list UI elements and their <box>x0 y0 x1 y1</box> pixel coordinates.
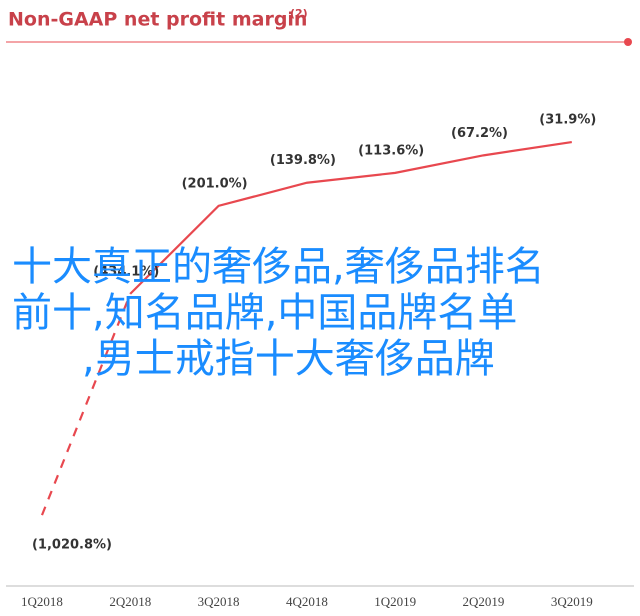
chart-title: Non-GAAP net profit margin <box>8 9 307 31</box>
x-tick-label: 3Q2018 <box>198 594 240 609</box>
data-label: (1,020.8%) <box>32 538 112 553</box>
data-label: (139.8%) <box>270 153 336 168</box>
overlay-line: 十大真正的奢侈品,奢侈品排名 <box>12 244 545 290</box>
x-tick-label: 1Q2018 <box>21 594 63 609</box>
x-tick-label: 4Q2018 <box>286 594 328 609</box>
x-tick-label: 2Q2018 <box>109 594 151 609</box>
x-tick-label: 1Q2019 <box>374 594 416 609</box>
overlay-line: 前十,知名品牌,中国品牌名单 <box>12 290 518 336</box>
data-label: (31.9%) <box>539 113 596 128</box>
x-tick-label: 2Q2019 <box>463 594 505 609</box>
line <box>129 140 572 295</box>
data-label: (67.2%) <box>451 126 508 141</box>
overlay-line: ,男士戒指十大奢侈品牌 <box>82 336 495 382</box>
data-label: (201.0%) <box>182 176 248 191</box>
line-dashed <box>40 293 132 516</box>
title-note: (2) <box>290 7 308 20</box>
overlay-text: 十大真正的奢侈品,奢侈品排名 前十,知名品牌,中国品牌名单 ,男士戒指十大奢侈品牌 <box>12 244 545 382</box>
rule-dot <box>624 38 632 46</box>
x-tick-label: 3Q2019 <box>551 594 593 609</box>
data-label: (113.6%) <box>358 143 424 158</box>
data-label: (434.1%) <box>93 264 159 279</box>
